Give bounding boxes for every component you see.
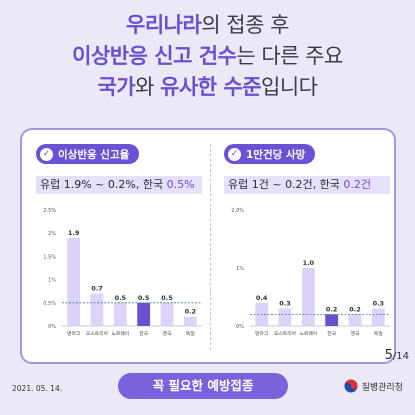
pill-label: 이상반응 신고율: [58, 148, 130, 161]
death-rate-chart: ✓ 1만건당 사망 유럽 1건 ~ 0.2건, 한국 0.2건 2.0% 1% 0%…: [218, 138, 398, 360]
y-tick-label: 1%: [48, 278, 56, 284]
agency-name: 질병관리청: [361, 382, 403, 393]
bar-value-label: 0.5: [138, 294, 150, 302]
bar-영국: [160, 302, 174, 326]
headline-line-2: 이상반응 신고 건수는 다른 주요: [72, 44, 343, 68]
category-label: 영국: [351, 330, 360, 337]
category-label: 노르웨이: [112, 330, 130, 337]
bar-덴마크: [67, 237, 81, 326]
pill-label: 1만건당 사망: [246, 148, 306, 161]
adverse-reaction-pill: ✓ 이상반응 신고율: [36, 144, 140, 164]
bar-value-label: 1.9: [68, 229, 80, 237]
adverse-reaction-plot: 2.5% 2% 1.5% 1% 0.5% 0% 1.9 덴마크 0.7 오스트리아 0.5 노르웨이 0…: [43, 208, 202, 337]
bar-value-label: 0.5: [115, 294, 127, 302]
bar-value-label: 0.2: [326, 305, 338, 313]
bar-value-label: 0.7: [91, 285, 103, 293]
death-rate-summary: 유럽 1건 ~ 0.2건, 한국 0.2건: [224, 176, 390, 194]
bar-한국: [325, 314, 339, 326]
bar-value-label: 0.4: [256, 294, 268, 302]
category-label: 덴마크: [255, 330, 269, 337]
category-label: 노르웨이: [300, 330, 318, 337]
category-label: 오스트리아: [274, 330, 297, 337]
bar-value-label: 0.3: [279, 300, 291, 308]
bar-노르웨이: [301, 268, 315, 326]
y-tick-label: 0.5%: [43, 301, 56, 307]
category-label: 한국: [327, 331, 336, 337]
category-label: 독일: [374, 330, 383, 337]
bar-value-label: 1.0: [303, 259, 315, 267]
vaccination-banner: 꼭 필요한 예방접종: [118, 373, 288, 399]
y-tick-label: 0%: [48, 324, 56, 330]
comparison-panel: ✓ 이상반응 신고율 유럽 1.9% ~ 0.2%, 한국 0.5% 2.5% 2…: [20, 128, 396, 364]
bar-value-label: 0.5: [161, 294, 173, 302]
check-icon: ✓: [228, 147, 241, 161]
category-label: 덴마크: [67, 330, 81, 337]
adverse-reaction-chart: ✓ 이상반응 신고율 유럽 1.9% ~ 0.2%, 한국 0.5% 2.5% 2…: [30, 138, 210, 360]
adverse-reaction-summary: 유럽 1.9% ~ 0.2%, 한국 0.5%: [36, 176, 202, 194]
category-label: 한국: [139, 331, 148, 337]
death-rate-pill: ✓ 1만건당 사망: [224, 144, 316, 164]
bar-오스트리아: [90, 293, 104, 326]
y-tick-label: 0%: [236, 324, 244, 330]
y-tick-label: 1%: [236, 266, 244, 272]
category-label: 영국: [163, 330, 172, 337]
y-tick-label: 1.5%: [43, 254, 56, 260]
headline-line-3: 국가와 유사한 수준입니다: [97, 75, 318, 99]
headline-line-1: 우리나라의 접종 후: [126, 13, 289, 37]
bar-오스트리아: [278, 308, 292, 326]
page-indicator: 5/14: [384, 348, 409, 363]
y-tick-label: 2.5%: [43, 208, 56, 214]
bar-value-label: 0.2: [349, 305, 361, 313]
bar-한국: [137, 302, 151, 326]
check-icon: ✓: [40, 147, 53, 161]
publish-date: 2021. 05. 14.: [12, 384, 63, 393]
y-tick-label: 2%: [48, 231, 56, 237]
death-rate-plot: 2.0% 1% 0% 0.4 덴마크 0.3 오스트리아 1.0 노르웨이 0.2 한국 0.2 영국 0…: [231, 208, 390, 337]
bar-독일: [183, 316, 197, 326]
y-tick-label: 2.0%: [231, 208, 244, 214]
bar-영국: [348, 314, 362, 326]
bar-value-label: 0.3: [373, 300, 385, 308]
headline: 우리나라의 접종 후 이상반응 신고 건수는 다른 주요 국가와 유사한 수준입…: [0, 10, 415, 103]
bar-노르웨이: [113, 302, 127, 326]
panel-divider: [210, 144, 211, 350]
bar-value-label: 0.2: [185, 308, 197, 316]
agency-logo: 질병관리청: [344, 379, 403, 393]
bar-독일: [371, 308, 385, 326]
category-label: 독일: [186, 330, 195, 337]
kdca-emblem-icon: [344, 379, 358, 393]
category-label: 오스트리아: [86, 330, 109, 337]
